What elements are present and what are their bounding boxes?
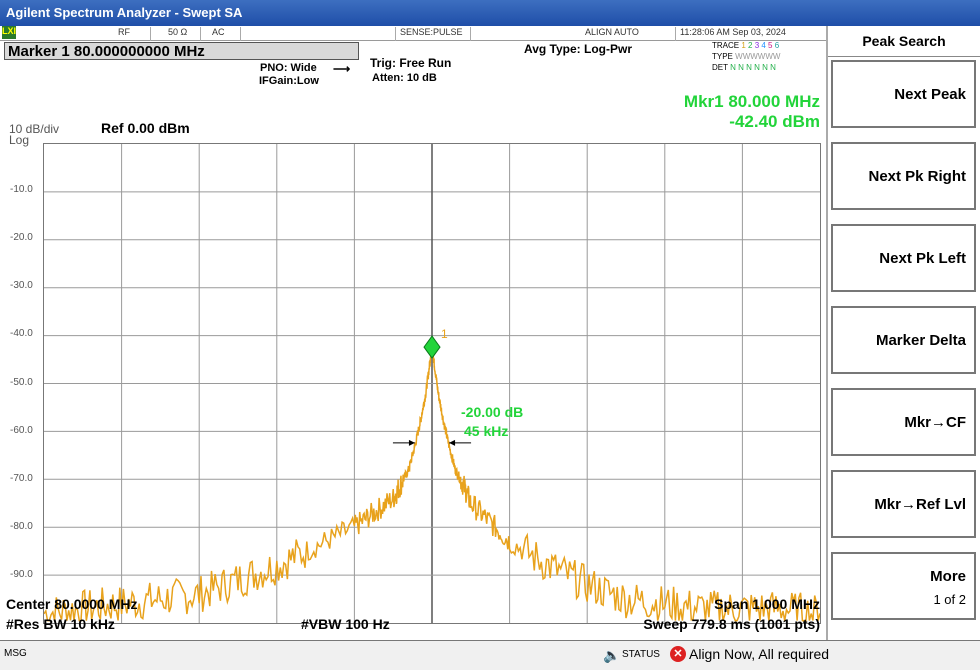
status-label[interactable]: STATUS xyxy=(622,649,660,660)
impedance: 50 Ω xyxy=(168,27,188,37)
trace-number-3: 3 xyxy=(752,41,760,50)
softkey-mkr-cf[interactable]: Mkr→CF xyxy=(831,388,976,456)
sweep-time: Sweep 779.8 ms (1001 pts) xyxy=(643,616,820,632)
softkey-next-pk-right[interactable]: Next Pk Right xyxy=(831,142,976,210)
status-bar: LXI RF 50 Ω AC SENSE:PULSE ALIGN AUTO 11… xyxy=(0,26,826,41)
marker-1-tag: 1 xyxy=(441,327,448,341)
trace-label: TRACE xyxy=(712,41,740,50)
bandwidth-db: -20.00 dB xyxy=(461,404,524,420)
trace-numbers: 1 2 3 4 5 6 xyxy=(741,41,779,50)
y-tick-label: -70.0 xyxy=(10,472,33,484)
trigger-setting: Trig: Free Run xyxy=(370,56,452,70)
arrow-head-icon xyxy=(408,439,415,446)
marker-1-diamond xyxy=(423,335,441,359)
lxi-icon: LXI xyxy=(2,26,16,39)
softkey-label: Mkr→Ref Lvl xyxy=(874,496,966,513)
softkey-label: Next Peak xyxy=(894,86,966,103)
marker-frequency-field[interactable]: Marker 1 80.000000000 MHz xyxy=(4,42,359,60)
y-tick-label: -10.0 xyxy=(10,184,33,196)
message-bar: MSG 🔈 STATUS ✕ Align Now, All required xyxy=(0,640,980,670)
attenuation-setting: Atten: 10 dB xyxy=(372,72,437,84)
resolution-bandwidth: #Res BW 10 kHz xyxy=(6,616,115,632)
trace-info: TRACE 1 2 3 4 5 6 TYPE WWWWWW DET N N N … xyxy=(712,41,780,74)
error-icon: ✕ xyxy=(670,646,686,662)
trace-number-1: 1 xyxy=(741,41,746,50)
align-mode: ALIGN AUTO xyxy=(585,27,639,37)
softkey-more[interactable]: More 1 of 2 xyxy=(831,552,976,620)
y-tick-label: -90.0 xyxy=(10,568,33,580)
y-tick-label: -50.0 xyxy=(10,376,33,388)
avg-type: Avg Type: Log-Pwr xyxy=(524,42,632,56)
trace-number-6: 6 xyxy=(772,41,780,50)
center-frequency: Center 80.0000 MHz xyxy=(6,596,138,612)
span: Span 1.000 MHz xyxy=(714,596,820,612)
reference-level: Ref 0.00 dBm xyxy=(101,120,190,136)
det-value: N N N N N N xyxy=(730,63,776,72)
softkey-sublabel: 1 of 2 xyxy=(933,592,966,607)
status-message: Align Now, All required xyxy=(689,646,830,662)
speaker-icon: 🔈 xyxy=(603,647,621,663)
trace-number-2: 2 xyxy=(745,41,753,50)
marker-readout-amplitude: -42.40 dBm xyxy=(729,112,820,131)
softkey-label: Mkr→CF xyxy=(904,414,966,431)
softkey-menu-title: Peak Search xyxy=(828,26,980,57)
spectrum-plot: 1 xyxy=(44,144,820,623)
scale-mode: Log xyxy=(9,133,30,147)
sense-mode: SENSE:PULSE xyxy=(400,27,463,37)
y-tick-label: -80.0 xyxy=(10,520,33,532)
datetime: 11:28:06 AM Sep 03, 2024 xyxy=(680,27,786,37)
scale-per-div: 10 dB/div xyxy=(9,122,60,136)
y-tick-label: -60.0 xyxy=(10,424,33,436)
ifgain-setting: IFGain:Low xyxy=(259,75,319,87)
pno-setting: PNO: Wide xyxy=(260,62,317,74)
y-tick-label: -20.0 xyxy=(10,232,33,244)
softkey-next-peak[interactable]: Next Peak xyxy=(831,60,976,128)
softkey-label: Next Pk Right xyxy=(868,168,966,185)
y-tick-label: -40.0 xyxy=(10,328,33,340)
msg-label: MSG xyxy=(4,648,27,659)
video-bandwidth: #VBW 100 Hz xyxy=(301,616,390,632)
arrow-head-icon xyxy=(449,439,456,446)
softkey-label: More xyxy=(930,568,966,585)
type-label: TYPE xyxy=(712,52,733,61)
softkey-marker-delta[interactable]: Marker Delta xyxy=(831,306,976,374)
softkey-panel: Peak Search Next Peak Next Pk Right Next P… xyxy=(826,26,980,640)
softkey-next-pk-left[interactable]: Next Pk Left xyxy=(831,224,976,292)
trace-number-4: 4 xyxy=(759,41,766,50)
marker-readout-frequency: Mkr1 80.000 MHz xyxy=(683,92,820,111)
coupling: AC xyxy=(212,27,225,37)
softkey-label: Marker Delta xyxy=(875,332,966,349)
bandwidth-hz: 45 kHz xyxy=(464,423,509,439)
softkey-label: Next Pk Left xyxy=(879,250,966,267)
softkey-mkr-ref-lvl[interactable]: Mkr→Ref Lvl xyxy=(831,470,976,538)
arrow-right-icon: ⟶ xyxy=(333,62,351,76)
window-title: Agilent Spectrum Analyzer - Swept SA xyxy=(0,0,980,26)
det-label: DET xyxy=(712,63,728,72)
type-value: WWWWWW xyxy=(735,52,781,61)
trace-display[interactable]: 1 xyxy=(43,143,821,624)
rf-input: RF xyxy=(118,27,130,37)
trace-number-5: 5 xyxy=(765,41,773,50)
analyzer-screen: LXI RF 50 Ω AC SENSE:PULSE ALIGN AUTO 11… xyxy=(0,26,826,640)
y-tick-label: -30.0 xyxy=(10,280,33,292)
